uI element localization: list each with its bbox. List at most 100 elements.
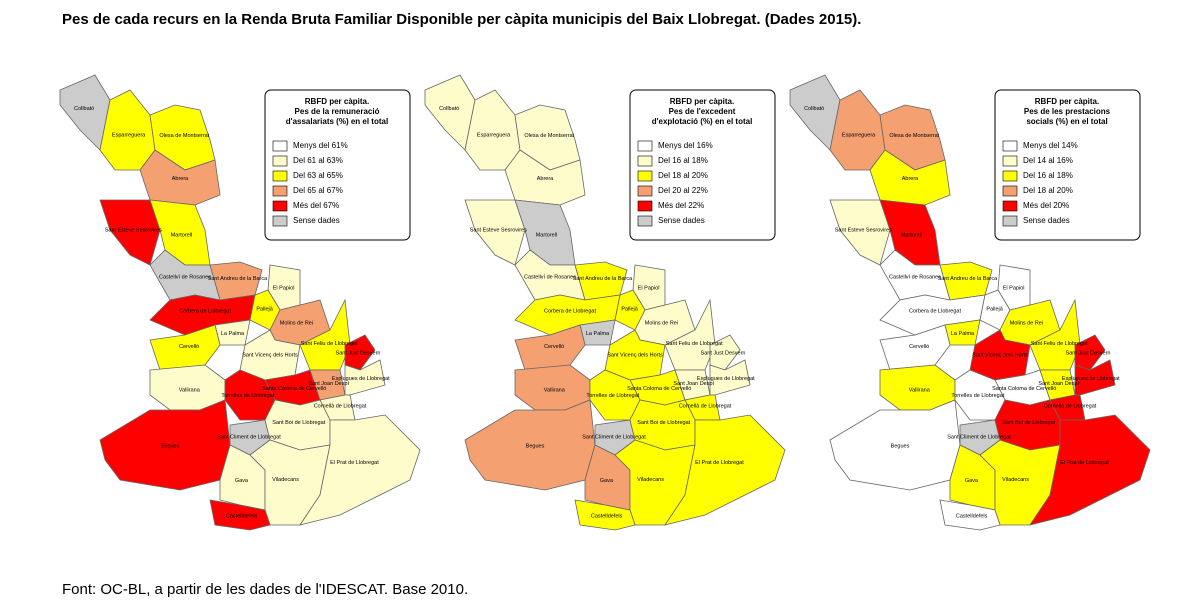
- municipality-label: Gava: [235, 478, 249, 484]
- municipality-label: Esparreguera: [112, 132, 146, 138]
- legend-swatch: [272, 140, 288, 152]
- municipality-label: Collbató: [804, 106, 824, 112]
- municipality-label: Cornellà de Llobregat: [1044, 403, 1097, 409]
- municipality-label: Esparreguera: [842, 132, 876, 138]
- legend-label: Més del 22%: [658, 201, 704, 210]
- municipality-label: Sant Boi de Llobregat: [272, 420, 325, 426]
- municipality-label: Martorell: [171, 232, 192, 238]
- municipality-label: Sant Vicenç dels Horts: [607, 352, 663, 358]
- municipality-label: Sant Joan Despí: [1038, 381, 1079, 387]
- legend-label: Del 16 al 18%: [1023, 171, 1073, 180]
- source: Font: OC-BL, a partir de les dades de l'…: [62, 581, 468, 598]
- legend-swatch: [1002, 185, 1018, 197]
- municipality: [1029, 414, 1151, 526]
- municipality-label: Sant Just Desvern: [1066, 350, 1111, 356]
- municipality: [1074, 334, 1106, 371]
- municipality-label: Sant Andreu de la Barca: [573, 276, 634, 282]
- municipality: [664, 414, 786, 526]
- municipality-label: Begues: [161, 444, 180, 450]
- municipality: [574, 499, 636, 531]
- municipality-label: Castelldefels: [956, 513, 988, 519]
- municipality-label: Esplugues de Llobregat: [697, 376, 755, 382]
- municipality-label: El Papiol: [638, 285, 660, 291]
- municipality-label: El Prat de Llobregat: [1060, 460, 1109, 466]
- municipality-label: Vallirana: [909, 387, 931, 393]
- municipality-label: Begues: [526, 444, 545, 450]
- legend-swatch: [272, 185, 288, 197]
- municipality-label: Cornellà de Llobregat: [679, 403, 732, 409]
- municipality-label: Castelldefels: [591, 513, 623, 519]
- legend-swatch: [272, 170, 288, 182]
- municipality: [209, 499, 271, 531]
- municipality-label: Molins de Rei: [1010, 320, 1043, 326]
- municipality-label: Vallirana: [544, 387, 566, 393]
- map-panel: Collbató Esparreguera Olesa de Montserrat A…: [59, 74, 421, 531]
- municipality-label: Cervelló: [909, 344, 929, 350]
- municipality-label: Sant Andreu de la Barca: [938, 276, 999, 282]
- legend-swatch: [637, 170, 653, 182]
- legend-box: [994, 89, 1141, 241]
- legend-label: Menys del 16%: [658, 141, 713, 150]
- legend-title: d'assalariats (%) en el total: [286, 117, 388, 126]
- municipality-label: Corbera de Llobregat: [544, 309, 596, 315]
- municipality-label: Viladecans: [1002, 477, 1029, 483]
- municipality: [574, 261, 628, 301]
- municipality-label: Martorell: [901, 232, 922, 238]
- municipality-label: Abrera: [902, 176, 919, 182]
- legend-swatch: [637, 140, 653, 152]
- municipality-label: Santa Coloma de Cervelló: [262, 386, 326, 392]
- municipality-label: Sant Vicenç dels Horts: [972, 352, 1028, 358]
- municipality-label: El Papiol: [273, 285, 295, 291]
- municipality-label: Esplugues de Llobregat: [1062, 376, 1120, 382]
- legend-label: Del 61 al 63%: [293, 156, 343, 165]
- municipality-label: El Prat de Llobregat: [330, 460, 379, 466]
- municipality-label: Olesa de Montserrat: [889, 133, 939, 139]
- municipality-label: Santa Coloma de Cervelló: [627, 386, 691, 392]
- municipality-label: Cervelló: [179, 344, 199, 350]
- municipality-label: Corbera de Llobregat: [179, 309, 231, 315]
- municipality-label: El Papiol: [1003, 285, 1025, 291]
- municipality-label: Corbera de Llobregat: [909, 309, 961, 315]
- legend-title: RBFD per càpita.: [305, 97, 369, 106]
- legend-swatch: [637, 185, 653, 197]
- municipality-label: Castellví de Rosanes: [889, 275, 941, 281]
- legend-label: Més del 67%: [293, 201, 339, 210]
- municipality-label: La Palma: [221, 331, 245, 337]
- municipality-label: Sant Climent de Llobregat: [947, 434, 1011, 440]
- municipality-label: Viladecans: [637, 477, 664, 483]
- municipality: [209, 261, 263, 301]
- municipality-label: Sant Esteve Sesrovires: [105, 227, 162, 233]
- legend-label: Del 18 al 20%: [658, 171, 708, 180]
- legend-title: Pes de les prestacions: [1024, 107, 1111, 116]
- legend-swatch: [1002, 200, 1018, 212]
- legend-title: d'explotació (%) en el total: [652, 117, 753, 126]
- municipality-label: La Palma: [951, 331, 975, 337]
- municipality-label: Molins de Rei: [645, 320, 678, 326]
- municipality-label: Esplugues de Llobregat: [332, 376, 390, 382]
- legend-label: Del 65 al 67%: [293, 186, 343, 195]
- legend-label: Del 18 al 20%: [1023, 186, 1073, 195]
- municipality-label: Cornellà de Llobregat: [314, 403, 367, 409]
- municipality-label: Olesa de Montserrat: [159, 133, 209, 139]
- municipality-label: Sant Boi de Llobregat: [1002, 420, 1055, 426]
- municipality-label: Vallirana: [179, 387, 201, 393]
- municipality: [344, 334, 376, 371]
- municipality-label: Sant Joan Despí: [308, 381, 349, 387]
- legend-swatch: [272, 215, 288, 227]
- municipality: [939, 499, 1001, 531]
- municipality-label: Gava: [965, 478, 979, 484]
- legend-swatch: [272, 200, 288, 212]
- municipality-label: Molins de Rei: [280, 320, 313, 326]
- municipality: [299, 414, 421, 526]
- legend-label: Del 16 al 18%: [658, 156, 708, 165]
- municipality-label: Sant Esteve Sesrovires: [835, 227, 892, 233]
- municipality-label: Gava: [600, 478, 614, 484]
- legend-label: Sense dades: [658, 216, 705, 225]
- municipality-label: Castellví de Rosanes: [159, 275, 211, 281]
- municipality-label: Torrelles de Llobregat: [586, 393, 639, 399]
- municipality-label: Viladecans: [272, 477, 299, 483]
- municipality-label: Collbató: [74, 106, 94, 112]
- legend-label: Del 20 al 22%: [658, 186, 708, 195]
- municipality: [709, 334, 741, 371]
